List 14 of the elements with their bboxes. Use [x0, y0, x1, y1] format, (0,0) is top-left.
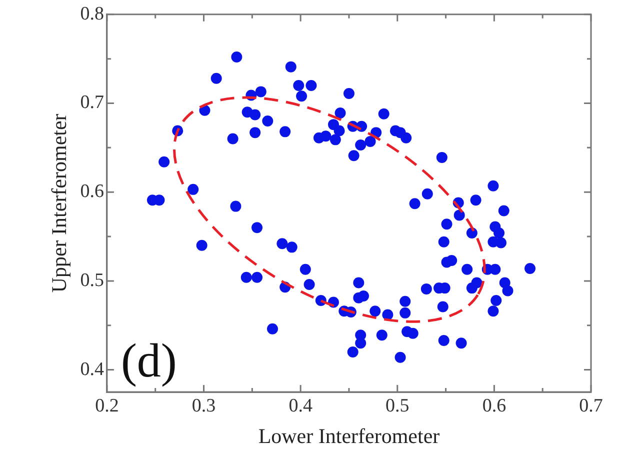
y-tick-label: 0.4 — [80, 358, 104, 380]
x-tick-label: 0.2 — [95, 395, 119, 416]
y-tick-label: 0.6 — [80, 181, 104, 202]
y-tick-label: 0.8 — [80, 3, 104, 24]
y-tick-label: 0.5 — [80, 270, 104, 291]
y-tick-label: 0.7 — [80, 92, 104, 114]
annotation: (d) — [120, 334, 177, 388]
y-axis-title: Upper Interferometer — [47, 114, 72, 293]
x-tick-label: 0.4 — [288, 395, 313, 416]
x-tick-label: 0.5 — [386, 395, 410, 416]
x-tick-label: 0.3 — [192, 395, 216, 416]
x-tick-label: 0.6 — [482, 395, 506, 416]
x-axis-title: Lower Interferometer — [258, 424, 440, 448]
x-tick-label: 0.7 — [579, 395, 603, 416]
